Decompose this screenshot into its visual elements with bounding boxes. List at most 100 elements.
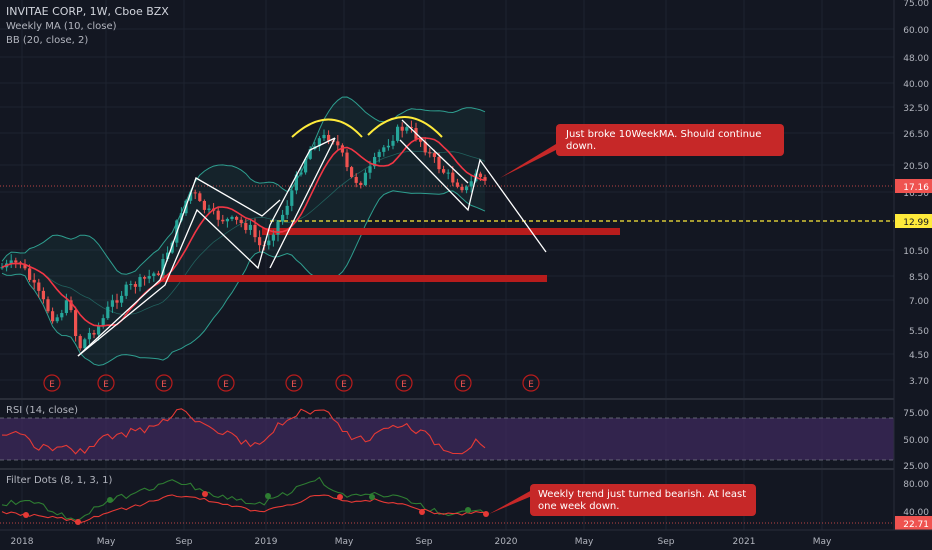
filter-dot	[483, 511, 489, 517]
candle-body	[391, 140, 395, 146]
earnings-marker[interactable]	[97, 374, 115, 392]
candle-body	[340, 145, 344, 153]
time-tick-label: May	[335, 537, 354, 547]
earnings-marker[interactable]	[454, 374, 472, 392]
price-axis-background	[894, 0, 932, 530]
price-tick-label: 20.50	[903, 162, 929, 172]
time-tick-label: Sep	[416, 537, 433, 547]
candle-body	[409, 127, 413, 129]
candle-body	[276, 221, 280, 235]
candle-body	[83, 339, 87, 349]
candle-body	[363, 172, 367, 186]
candle-body	[294, 174, 298, 191]
last-price-value: 17.16	[903, 183, 929, 193]
indicator-bb-label[interactable]: BB (20, close, 2)	[6, 35, 88, 46]
filter-dots-pane	[0, 476, 894, 525]
pattern-line-downtrend-upper[interactable]	[401, 119, 469, 184]
callout-filter-text: Weekly trend just turned bearish. At lea…	[538, 489, 749, 512]
callout-filter[interactable]: Weekly trend just turned bearish. At lea…	[489, 484, 756, 516]
candle-body	[230, 216, 234, 219]
candle-body	[267, 240, 271, 246]
earnings-marker[interactable]	[155, 374, 173, 392]
filter-value-tag: 22.71	[895, 516, 932, 530]
candle-body	[0, 267, 4, 269]
earnings-marker[interactable]	[43, 374, 61, 392]
candle-body	[166, 252, 170, 260]
earnings-marker[interactable]	[395, 374, 413, 392]
symbol-title: INVITAE CORP, 1W, Cboe BZX	[6, 5, 169, 18]
filter-dot	[202, 491, 208, 497]
candle-body	[225, 218, 229, 222]
filter-line-red	[1, 494, 485, 524]
level-tag: 12.99	[895, 214, 932, 228]
candle-body	[465, 186, 469, 191]
time-tick-label: Sep	[658, 537, 675, 547]
candle-body	[133, 284, 137, 287]
filter-dot	[75, 519, 81, 525]
rsi-axis-ticks: 75.00 50.00 25.00	[903, 409, 929, 472]
candle-body	[460, 186, 464, 191]
indicator-ma-label[interactable]: Weekly MA (10, close)	[6, 21, 117, 32]
candle-body	[23, 264, 27, 269]
filter-tick-label: 80.00	[903, 480, 929, 490]
filter-dots-title[interactable]: Filter Dots (8, 1, 3, 1)	[6, 475, 112, 486]
candle-body	[428, 152, 432, 154]
moving-average-line	[1, 137, 486, 327]
head-shoulders-arc-right[interactable]	[367, 116, 443, 138]
rsi-tick-label: 25.00	[903, 462, 929, 472]
rsi-band	[0, 418, 894, 460]
candle-body	[120, 295, 124, 303]
rsi-line	[1, 408, 486, 455]
candle-body	[299, 172, 303, 175]
support-zone-upper[interactable]	[262, 228, 620, 235]
candle-body	[271, 234, 275, 241]
candle-body	[161, 259, 165, 275]
price-tick-label: 32.50	[903, 104, 929, 114]
filter-dot	[465, 507, 471, 513]
candle-body	[336, 141, 340, 146]
candle-body	[92, 332, 96, 335]
time-tick-label: 2021	[733, 537, 756, 547]
candle-body	[64, 300, 68, 314]
candle-body	[244, 222, 248, 230]
earnings-marker[interactable]	[217, 374, 235, 392]
candle-body	[51, 311, 55, 322]
filter-line-green	[1, 476, 486, 521]
earnings-marker[interactable]	[335, 374, 353, 392]
candles	[0, 120, 487, 351]
candle-body	[423, 141, 427, 153]
candle-body	[304, 158, 308, 173]
price-tick-label: 48.00	[903, 54, 929, 64]
candle-body	[69, 300, 73, 311]
candle-body	[87, 332, 91, 340]
candle-body	[170, 242, 174, 253]
head-shoulders-arc-left[interactable]	[291, 118, 363, 138]
candle-body	[317, 138, 321, 147]
pattern-line-uptrend[interactable]	[77, 137, 336, 357]
earnings-label: E	[49, 380, 55, 390]
candle-body	[451, 172, 455, 183]
callout-main[interactable]: Just broke 10WeekMA. Should continue dow…	[500, 124, 784, 178]
candle-body	[478, 173, 482, 178]
candle-body	[14, 260, 18, 263]
earnings-marker[interactable]	[285, 374, 303, 392]
candle-body	[290, 190, 294, 206]
earnings-marker[interactable]	[522, 374, 540, 392]
candle-body	[354, 176, 358, 183]
last-price-tag: 17.16	[895, 179, 932, 193]
time-axis-ticks[interactable]: 2018 May Sep 2019 May Sep 2020 May Sep 2021 May	[11, 537, 832, 547]
level-value: 12.99	[903, 218, 929, 228]
time-tick-label: May	[813, 537, 832, 547]
rsi-title[interactable]: RSI (14, close)	[6, 405, 78, 416]
candle-body	[41, 290, 45, 300]
pattern-line-head[interactable]	[269, 137, 336, 269]
support-zone-lower[interactable]	[160, 275, 547, 282]
pattern-line-downtrend[interactable]	[399, 139, 547, 253]
pattern-line-rally-wedge[interactable]	[77, 177, 281, 357]
candle-body	[442, 169, 446, 173]
earnings-label: E	[223, 380, 229, 390]
earnings-label: E	[401, 380, 407, 390]
price-axis-ticks[interactable]: 75.00 60.00 48.00 40.00 32.50 26.50 20.50 16.50…	[903, 0, 929, 387]
candle-body	[189, 192, 193, 201]
